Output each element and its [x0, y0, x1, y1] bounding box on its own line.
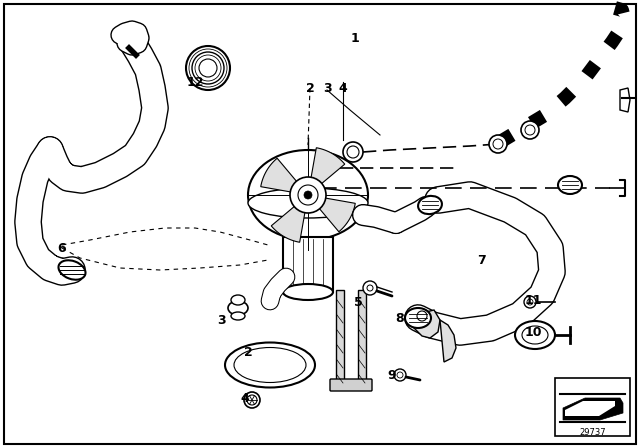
Circle shape: [304, 191, 312, 199]
Text: 11: 11: [524, 293, 541, 306]
Circle shape: [367, 285, 373, 291]
Ellipse shape: [515, 321, 555, 349]
Text: 12: 12: [186, 76, 204, 89]
Text: 5: 5: [354, 296, 362, 309]
Text: 3: 3: [323, 82, 332, 95]
Polygon shape: [260, 158, 300, 193]
Circle shape: [394, 369, 406, 381]
Polygon shape: [565, 401, 615, 416]
Bar: [283, 237, 333, 292]
Ellipse shape: [248, 150, 368, 240]
Text: 9: 9: [388, 369, 396, 382]
Ellipse shape: [231, 312, 245, 320]
Circle shape: [363, 281, 377, 295]
Ellipse shape: [225, 343, 315, 388]
Polygon shape: [440, 320, 456, 362]
Circle shape: [397, 372, 403, 378]
Circle shape: [347, 146, 359, 158]
Text: 3: 3: [218, 314, 227, 327]
Ellipse shape: [522, 326, 548, 344]
Polygon shape: [620, 88, 630, 112]
Polygon shape: [310, 148, 345, 187]
Ellipse shape: [405, 308, 431, 328]
Ellipse shape: [558, 176, 582, 194]
Text: 4: 4: [241, 392, 250, 405]
Ellipse shape: [228, 301, 248, 315]
Circle shape: [493, 139, 503, 149]
Text: 6: 6: [58, 241, 67, 254]
Circle shape: [192, 52, 224, 84]
Ellipse shape: [231, 295, 245, 305]
Ellipse shape: [418, 196, 442, 214]
Circle shape: [290, 177, 326, 213]
Polygon shape: [358, 290, 366, 385]
Text: 8: 8: [396, 311, 404, 324]
Circle shape: [521, 121, 539, 139]
Text: 7: 7: [477, 254, 486, 267]
Ellipse shape: [234, 348, 306, 383]
Polygon shape: [271, 202, 306, 242]
Circle shape: [525, 125, 535, 135]
Circle shape: [186, 46, 230, 90]
Circle shape: [489, 135, 507, 153]
Ellipse shape: [248, 188, 368, 218]
Text: 29737: 29737: [579, 427, 606, 436]
Circle shape: [343, 142, 363, 162]
FancyBboxPatch shape: [330, 379, 372, 391]
Circle shape: [244, 392, 260, 408]
Circle shape: [417, 311, 427, 321]
Circle shape: [199, 59, 217, 77]
Ellipse shape: [283, 284, 333, 300]
Polygon shape: [414, 310, 440, 338]
Polygon shape: [336, 290, 344, 385]
Text: 1: 1: [351, 31, 360, 44]
Circle shape: [527, 299, 533, 305]
Text: 4: 4: [339, 82, 348, 95]
Text: 2: 2: [306, 82, 314, 95]
Polygon shape: [316, 197, 355, 232]
Text: 2: 2: [244, 345, 252, 358]
Circle shape: [247, 395, 257, 405]
Circle shape: [298, 185, 318, 205]
Polygon shape: [563, 398, 623, 420]
Circle shape: [524, 296, 536, 308]
Text: 10: 10: [524, 326, 541, 339]
Bar: [555, 378, 630, 436]
Ellipse shape: [58, 260, 86, 280]
